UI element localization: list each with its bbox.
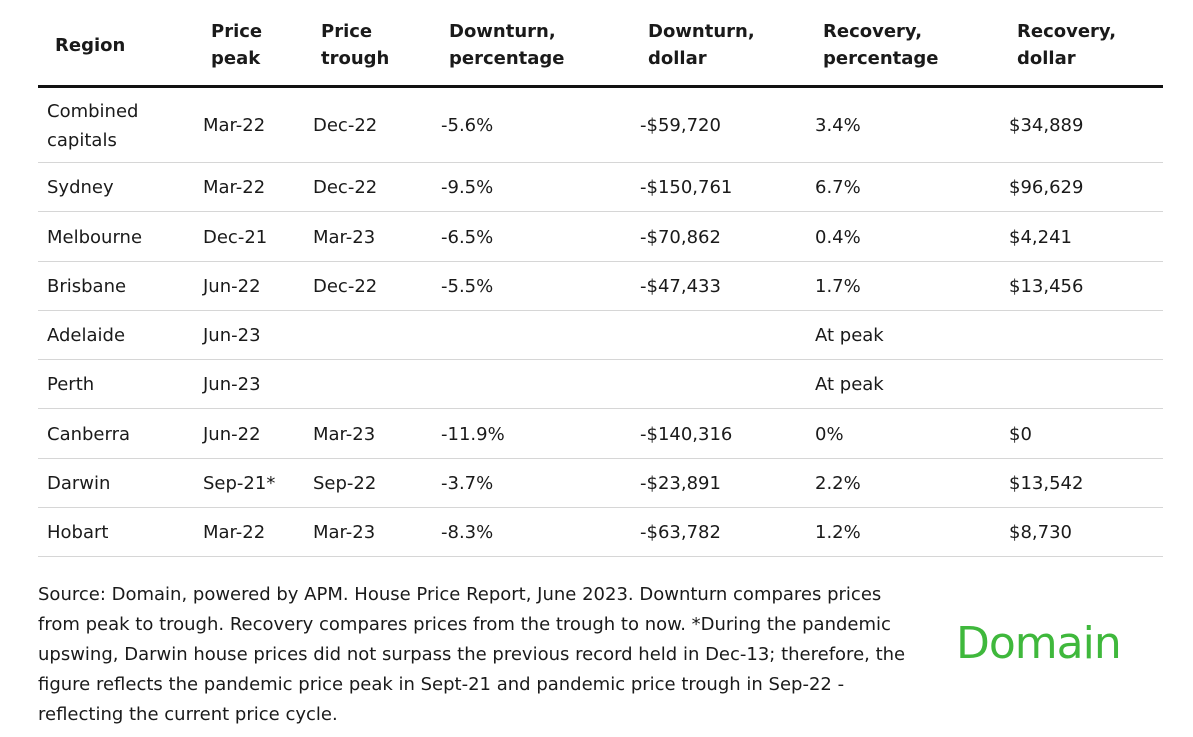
table-cell: $4,241 — [1009, 226, 1072, 248]
source-note: Source: Domain, powered by APM. House Pr… — [38, 584, 906, 725]
table-cell: $96,629 — [1009, 177, 1084, 198]
table-cell: 1.2% — [815, 522, 861, 543]
table-cell: $8,730 — [1009, 522, 1072, 543]
table-cell: Mar-23 — [313, 423, 376, 445]
table-cell: 3.4% — [815, 115, 861, 136]
row-label: Melbourne — [47, 226, 143, 248]
table-cell: $13,456 — [1009, 276, 1084, 297]
table-cell: At peak — [815, 374, 884, 395]
table-cell: Mar-22 — [203, 177, 266, 198]
table-cell: Dec-22 — [313, 177, 378, 198]
row-rule — [38, 556, 1163, 557]
row-rule — [38, 261, 1163, 262]
table-cell: -9.5% — [441, 177, 494, 198]
row-rule — [38, 458, 1163, 459]
row-rule — [38, 310, 1163, 311]
table-cell: -$150,761 — [640, 177, 733, 198]
column-header: Downturn, dollar — [648, 21, 755, 69]
table-cell: Mar-23 — [313, 226, 376, 248]
row-rule — [38, 211, 1163, 212]
table-cell: $34,889 — [1009, 115, 1084, 136]
table-cell: 0.4% — [815, 226, 861, 248]
table-cell: -8.3% — [441, 522, 494, 543]
row-label: Darwin — [47, 473, 111, 494]
table-cell: Jun-23 — [203, 325, 261, 346]
row-rule — [38, 408, 1163, 409]
table-cell: -6.5% — [441, 226, 494, 248]
table-cell: -5.6% — [441, 115, 494, 136]
column-header: Recovery, percentage — [823, 21, 939, 69]
table-cell: 0% — [815, 423, 844, 445]
table-cell: -$59,720 — [640, 115, 721, 136]
table-cell: -$140,316 — [640, 423, 733, 445]
row-rule — [38, 507, 1163, 508]
table-cell: Mar-22 — [203, 115, 266, 136]
table-cell: -$47,433 — [640, 276, 721, 297]
logo: Domain — [956, 618, 1122, 669]
table-cell: Dec-21 — [203, 226, 268, 248]
table-cell: At peak — [815, 325, 884, 346]
table-cell: Jun-22 — [203, 276, 261, 297]
table-cell: 2.2% — [815, 473, 861, 494]
table-cell: -$23,891 — [640, 473, 721, 494]
row-label: Hobart — [47, 522, 109, 543]
table-cell: Jun-22 — [203, 423, 261, 445]
table-cell: Sep-21* — [203, 473, 276, 494]
table-cell: Jun-23 — [203, 374, 261, 395]
row-label: Adelaide — [47, 325, 126, 346]
table-cell: -3.7% — [441, 473, 494, 494]
column-header: Recovery, dollar — [1017, 21, 1117, 69]
table-cell: Mar-23 — [313, 522, 376, 543]
row-label: Brisbane — [47, 276, 127, 297]
table-cell: Dec-22 — [313, 276, 378, 297]
table-cell: $13,542 — [1009, 473, 1084, 494]
column-header: Price trough — [321, 21, 390, 69]
table-cell: 6.7% — [815, 177, 861, 198]
row-label: Sydney — [47, 177, 114, 198]
header-rule — [38, 85, 1163, 88]
table-cell: -5.5% — [441, 276, 494, 297]
row-label: Canberra — [47, 423, 131, 445]
table-cell: Dec-22 — [313, 115, 378, 136]
table-cell: $0 — [1009, 423, 1032, 445]
column-header: Downturn, percentage — [449, 21, 565, 69]
row-rule — [38, 359, 1163, 360]
column-header: Region — [55, 34, 126, 56]
table-cell: Mar-22 — [203, 522, 266, 543]
row-rule — [38, 162, 1163, 163]
row-label: Combined capitals — [47, 100, 139, 151]
table-cell: -$70,862 — [640, 226, 721, 248]
table-cell: 1.7% — [815, 276, 861, 297]
row-label: Perth — [47, 374, 95, 395]
table-cell: Sep-22 — [313, 473, 377, 494]
table-cell: -$63,782 — [640, 522, 721, 543]
table-cell: -11.9% — [441, 423, 505, 445]
column-header: Price peak — [211, 21, 263, 69]
